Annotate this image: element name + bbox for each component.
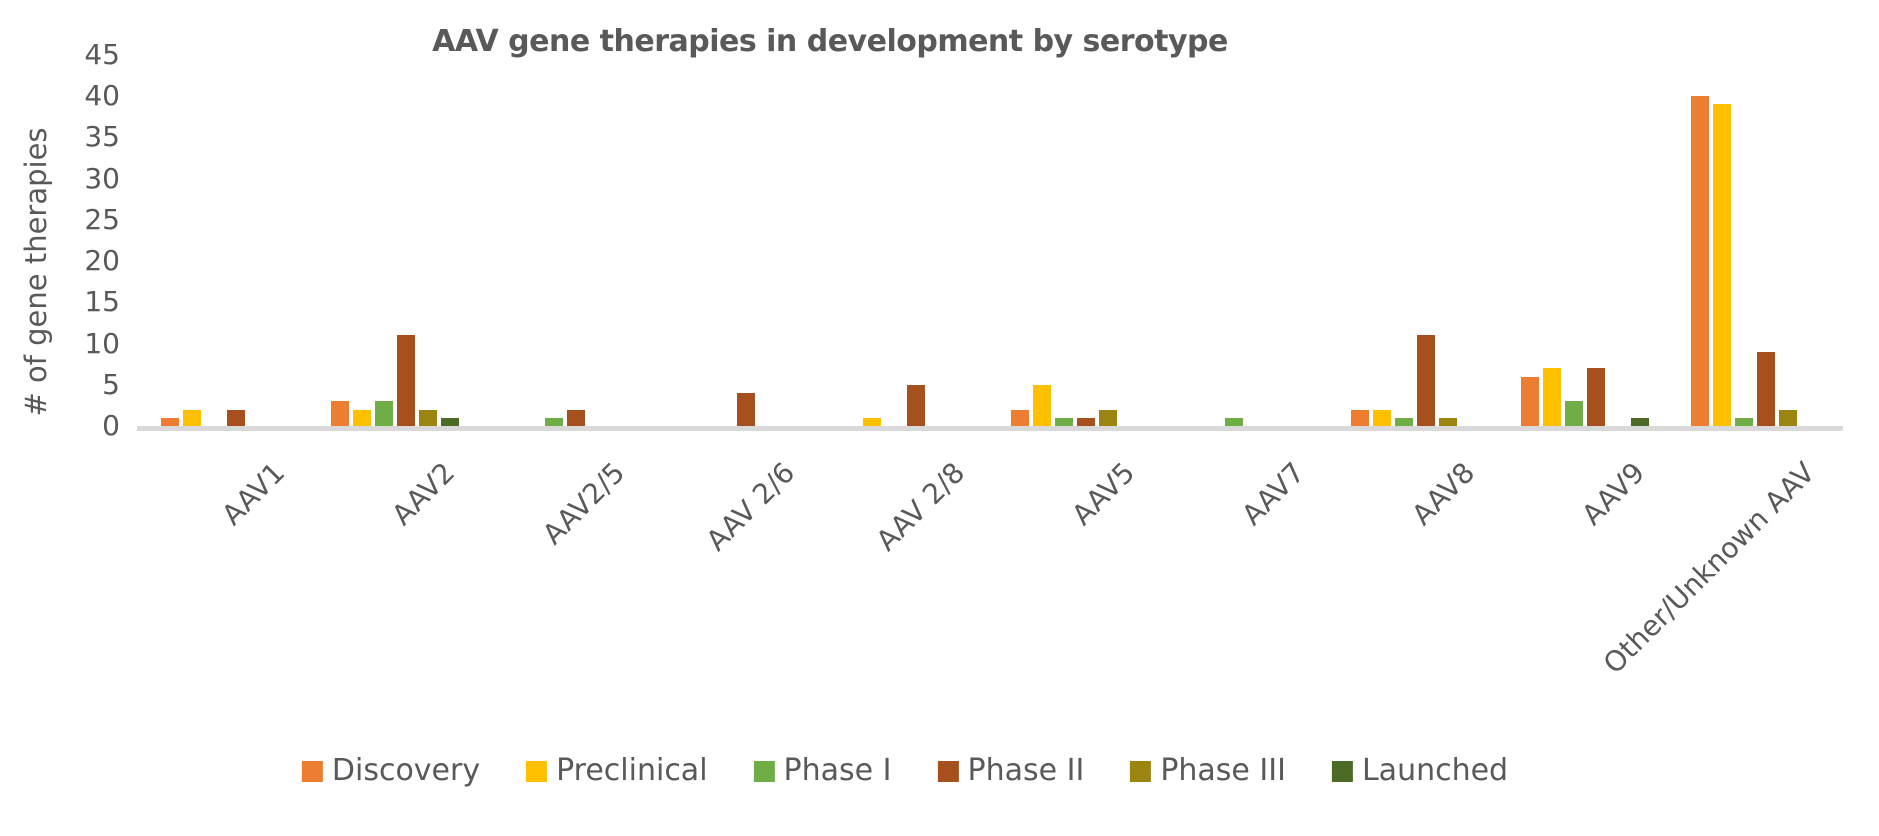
x-axis-line [137, 426, 1843, 431]
bar-phase-ii-aav1 [227, 410, 245, 426]
y-tick-label: 15 [84, 285, 120, 319]
legend-swatch-launched [1331, 760, 1353, 782]
bar-phase-iii-aav2 [419, 410, 437, 426]
legend-swatch-phase-i [753, 760, 775, 782]
legend-label: Phase III [1160, 753, 1286, 788]
legend: Discovery Preclinical Phase I Phase II Phase… [301, 753, 1509, 788]
bar-discovery-aav2 [331, 401, 349, 426]
legend-item-phase-ii: Phase II [937, 753, 1085, 788]
y-tick-label: 5 [102, 367, 120, 401]
y-tick-label: 30 [84, 161, 120, 195]
bar-phase-iii-other-unknown-aav [1779, 410, 1797, 426]
legend-swatch-phase-ii [937, 760, 959, 782]
legend-label: Preclinical [556, 753, 708, 788]
x-axis-label-aav7: AAV7 [1235, 455, 1312, 532]
bar-preclinical-aav5 [1033, 385, 1051, 426]
chart-title: AAV gene therapies in development by ser… [432, 24, 1228, 59]
bar-phase-i-aav7 [1225, 418, 1243, 426]
x-axis-label-aav-2-8: AAV 2/8 [869, 455, 972, 558]
bar-phase-ii-aav8 [1417, 335, 1435, 426]
bar-launched-aav2 [441, 418, 459, 426]
y-tick-label: 35 [84, 120, 120, 154]
bar-phase-i-aav2-5 [545, 418, 563, 426]
bar-discovery-aav1 [161, 418, 179, 426]
bar-phase-i-aav9 [1565, 401, 1583, 426]
bar-phase-i-aav2 [375, 401, 393, 426]
y-tick-label: 20 [84, 244, 120, 278]
bar-preclinical-aav9 [1543, 368, 1561, 426]
bar-phase-i-aav8 [1395, 418, 1413, 426]
legend-item-discovery: Discovery [301, 753, 481, 788]
y-tick-label: 40 [84, 79, 120, 113]
x-axis-label-aav2: AAV2 [385, 455, 462, 532]
bar-discovery-other-unknown-aav [1691, 96, 1709, 426]
bar-preclinical-aav2 [353, 410, 371, 426]
bar-phase-iii-aav5 [1099, 410, 1117, 426]
x-axis-label-aav5: AAV5 [1065, 455, 1142, 532]
bar-phase-ii-aav9 [1587, 368, 1605, 426]
bar-phase-ii-aav-2-8 [907, 385, 925, 426]
bar-phase-ii-aav5 [1077, 418, 1095, 426]
bar-discovery-aav5 [1011, 410, 1029, 426]
y-tick-label: 0 [102, 409, 120, 442]
bar-discovery-aav9 [1521, 377, 1539, 426]
x-axis-label-aav1: AAV1 [215, 455, 292, 532]
legend-swatch-phase-iii [1130, 760, 1152, 782]
x-axis-label-aav2-5: AAV2/5 [536, 455, 632, 551]
x-axis-label-aav-2-6: AAV 2/6 [699, 455, 802, 558]
y-tick-label: 25 [84, 202, 120, 236]
bar-preclinical-aav8 [1373, 410, 1391, 426]
bar-preclinical-other-unknown-aav [1713, 104, 1731, 426]
y-tick-label: 10 [84, 326, 120, 360]
legend-item-phase-iii: Phase III [1130, 756, 1286, 786]
bar-phase-i-other-unknown-aav [1735, 418, 1753, 426]
legend-swatch-preclinical [526, 760, 548, 782]
y-tick-label: 45 [84, 38, 120, 71]
bar-preclinical-aav-2-8 [863, 418, 881, 426]
legend-item-preclinical: Preclinical [526, 753, 708, 788]
legend-label: Phase II [967, 753, 1085, 788]
x-axis-label-aav8: AAV8 [1405, 455, 1482, 532]
bar-preclinical-aav1 [183, 410, 201, 426]
bar-discovery-aav8 [1351, 410, 1369, 426]
legend-label: Launched [1361, 753, 1509, 788]
legend-item-phase-i: Phase I [753, 753, 892, 788]
bar-phase-ii-aav2 [397, 335, 415, 426]
legend-swatch-discovery [301, 760, 323, 782]
bar-phase-ii-aav-2-6 [737, 393, 755, 426]
legend-item-launched: Launched [1331, 753, 1509, 788]
bar-phase-iii-aav8 [1439, 418, 1457, 426]
bar-phase-ii-other-unknown-aav [1757, 352, 1775, 426]
bar-phase-i-aav5 [1055, 418, 1073, 426]
bar-launched-aav9 [1631, 418, 1649, 426]
x-axis-label-aav9: AAV9 [1575, 455, 1652, 532]
legend-label: Discovery [331, 753, 481, 788]
legend-label: Phase I [783, 753, 892, 788]
bar-phase-ii-aav2-5 [567, 410, 585, 426]
